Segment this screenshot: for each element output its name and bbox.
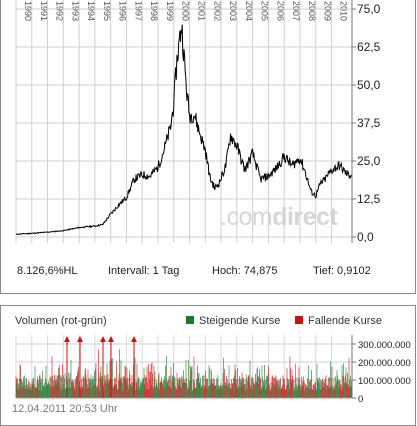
legend-rising-swatch	[186, 316, 194, 324]
year-tick-label: 2003	[228, 1, 238, 21]
year-tick-label: 1990	[23, 1, 33, 21]
volume-chart-panel	[0, 305, 416, 426]
volume-tick-label: 0	[358, 394, 363, 405]
value-tick-label: 75,0	[357, 2, 381, 16]
value-tick-label: 25,0	[357, 154, 381, 168]
volume-tick-label: 300.000.000	[358, 340, 411, 351]
year-tick-label: 2005	[260, 1, 270, 21]
year-tick-label: 1991	[39, 1, 49, 21]
year-tick-label: 1994	[86, 1, 96, 21]
value-tick-label: 50,0	[357, 78, 381, 92]
volume-overflow-arrow-icon	[100, 336, 106, 342]
legend-rising-label: Steigende Kurse	[199, 315, 281, 327]
year-tick-label: 2002	[212, 1, 222, 21]
year-tick-label: 2000	[181, 1, 191, 21]
year-tick-label: 1998	[149, 1, 159, 21]
low-stat: Tief: 0,9102	[313, 265, 371, 277]
price-chart: 1990 1991 1992 1993 1994 1995 1996 1997 1998 1999…	[15, 0, 381, 244]
legend-falling: Fallende Kurse	[295, 315, 382, 327]
year-tick-label: 2010	[338, 1, 348, 21]
year-tick-label: 2001	[197, 1, 207, 21]
legend-falling-swatch	[295, 316, 303, 324]
timestamp: 12.04.2011 20:53 Uhr	[12, 403, 118, 415]
value-tick-label: 37,5	[357, 116, 381, 130]
year-tick-label: 1999	[165, 1, 175, 21]
year-tick-label: 2007	[291, 1, 301, 21]
year-tick-label: 2008	[307, 1, 317, 21]
comdirect-watermark-logo: .comdirect	[220, 203, 338, 231]
volume-tick-label: 100.000.000	[358, 376, 411, 387]
year-tick-label: 1995	[102, 1, 112, 21]
high-stat: Hoch: 74,875	[212, 265, 278, 277]
year-tick-label: 2004	[244, 1, 254, 21]
year-tick-label: 2009	[323, 1, 333, 21]
year-tick-label: 2006	[275, 1, 285, 21]
interval-stat: Intervall: 1 Tag	[108, 265, 180, 277]
year-tick-label: 1993	[70, 1, 80, 21]
volume-overflow-arrow-icon	[131, 336, 137, 342]
performance-stat: 8.126,6%HL	[17, 265, 78, 277]
volume-overflow-arrow-icon	[108, 336, 114, 342]
volume-overflow-arrow-icon	[77, 336, 83, 342]
volume-tick-label: 200.000.000	[358, 358, 411, 369]
volume-overflow-arrow-icon	[64, 336, 70, 342]
legend-rising: Steigende Kurse	[186, 315, 280, 327]
price-line	[15, 24, 352, 236]
volume-title: Volumen (rot-grün)	[15, 315, 107, 327]
year-tick-label: 1997	[133, 1, 143, 21]
value-tick-label: 12,5	[357, 192, 381, 206]
value-tick-label: 62,5	[357, 40, 381, 54]
price-chart-panel	[0, 0, 416, 294]
year-tick-label: 1996	[118, 1, 128, 21]
legend-falling-label: Fallende Kurse	[308, 315, 382, 327]
value-tick-label: 0,0	[357, 230, 374, 244]
year-tick-label: 1992	[55, 1, 65, 21]
